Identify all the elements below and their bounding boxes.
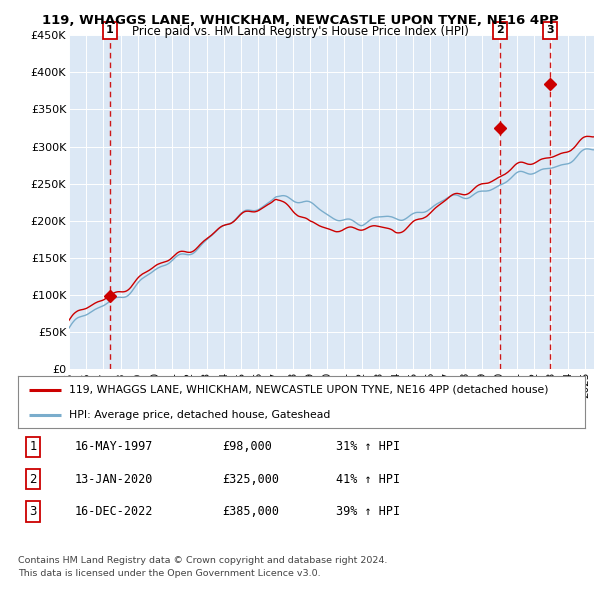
Text: Price paid vs. HM Land Registry's House Price Index (HPI): Price paid vs. HM Land Registry's House … (131, 25, 469, 38)
Text: 2: 2 (29, 473, 37, 486)
Text: £325,000: £325,000 (222, 473, 279, 486)
Text: 1: 1 (29, 440, 37, 453)
Text: 13-JAN-2020: 13-JAN-2020 (75, 473, 154, 486)
Text: 39% ↑ HPI: 39% ↑ HPI (336, 505, 400, 518)
Text: 16-MAY-1997: 16-MAY-1997 (75, 440, 154, 453)
Text: Contains HM Land Registry data © Crown copyright and database right 2024.: Contains HM Land Registry data © Crown c… (18, 556, 388, 565)
Text: 3: 3 (29, 505, 37, 518)
Text: This data is licensed under the Open Government Licence v3.0.: This data is licensed under the Open Gov… (18, 569, 320, 578)
Text: 1: 1 (106, 25, 113, 35)
Text: 16-DEC-2022: 16-DEC-2022 (75, 505, 154, 518)
Text: 119, WHAGGS LANE, WHICKHAM, NEWCASTLE UPON TYNE, NE16 4PP: 119, WHAGGS LANE, WHICKHAM, NEWCASTLE UP… (41, 14, 559, 27)
Text: HPI: Average price, detached house, Gateshead: HPI: Average price, detached house, Gate… (69, 410, 331, 419)
Text: £385,000: £385,000 (222, 505, 279, 518)
Text: 41% ↑ HPI: 41% ↑ HPI (336, 473, 400, 486)
Text: 2: 2 (496, 25, 504, 35)
Text: 3: 3 (547, 25, 554, 35)
Text: 31% ↑ HPI: 31% ↑ HPI (336, 440, 400, 453)
Text: 119, WHAGGS LANE, WHICKHAM, NEWCASTLE UPON TYNE, NE16 4PP (detached house): 119, WHAGGS LANE, WHICKHAM, NEWCASTLE UP… (69, 385, 548, 395)
Text: £98,000: £98,000 (222, 440, 272, 453)
